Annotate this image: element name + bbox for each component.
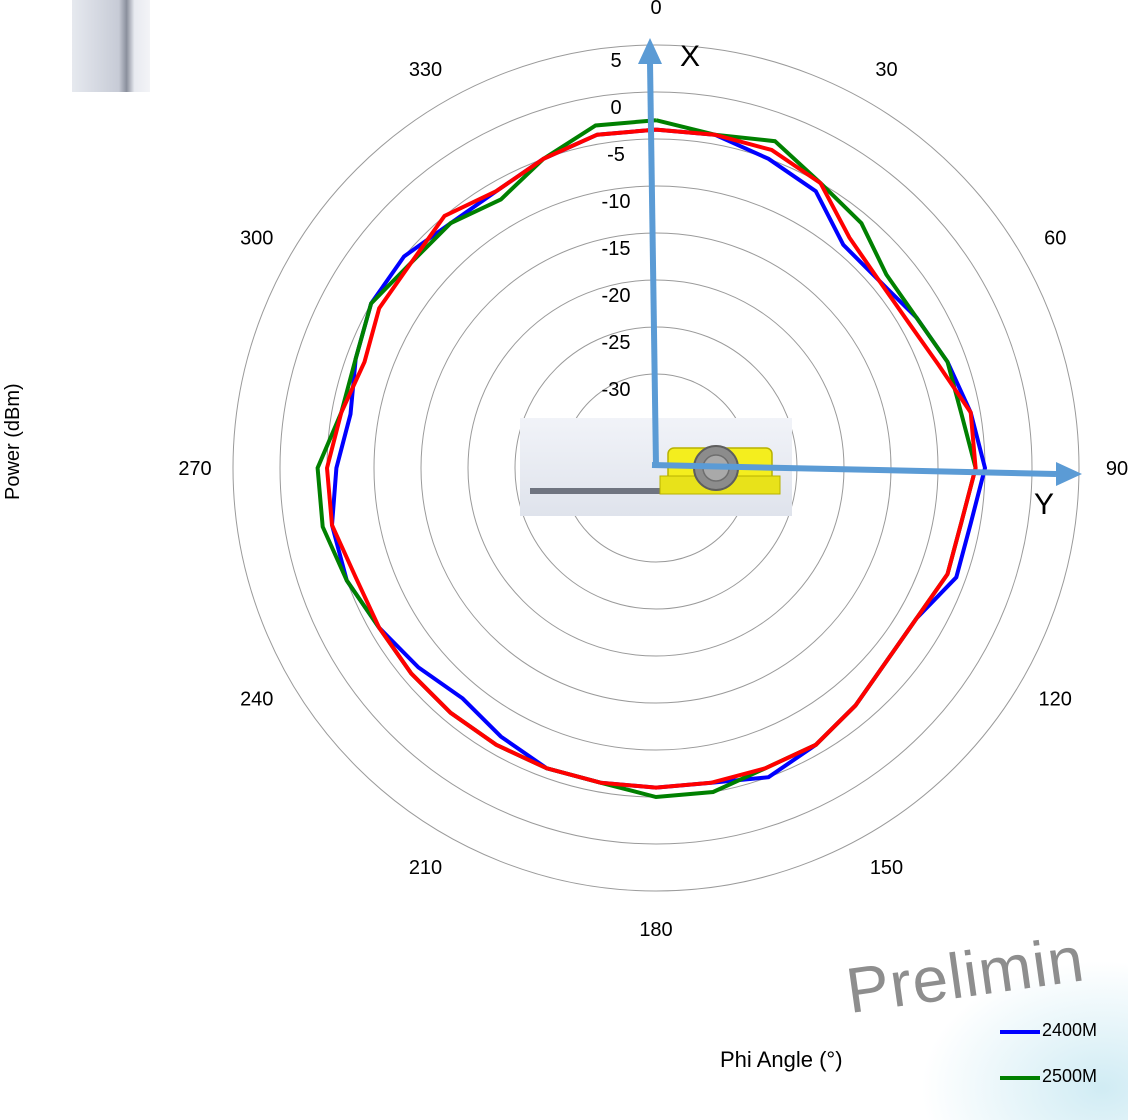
legend-item: 2400M [1000, 1020, 1128, 1042]
legend: 2400M 2500M [1000, 1020, 1128, 1090]
axis-arrows-overlay [638, 38, 1082, 486]
angle-tick-label: 180 [639, 919, 672, 941]
angle-tick-label: 90 [1106, 458, 1128, 480]
angle-tick-label: 0 [650, 0, 661, 19]
angle-tick-label: 270 [178, 458, 211, 480]
arrow-y-head [1056, 462, 1082, 486]
radial-tick-label: -10 [602, 191, 631, 213]
series-line [324, 127, 978, 790]
legend-swatch [1000, 1076, 1040, 1080]
arrow-x-head [638, 38, 662, 64]
x-axis-label: Phi Angle (°) [720, 1047, 843, 1072]
angle-tick-label: 60 [1044, 228, 1066, 250]
y-axis-label: Power (dBm) [2, 383, 24, 500]
series-line [315, 118, 978, 800]
arrow-y-shaft [651, 462, 1057, 477]
legend-swatch [1000, 1030, 1040, 1034]
angle-tick-label: 30 [875, 59, 897, 81]
arrow-x-label: X [680, 40, 701, 73]
legend-item: 2500M [1000, 1066, 1128, 1088]
angle-tick-label: 240 [240, 689, 273, 711]
radial-tick-label: 5 [610, 50, 621, 72]
angle-tick-label: 210 [409, 857, 442, 879]
legend-label: 2400M [1042, 1020, 1098, 1040]
arrow-x-shaft [647, 61, 659, 467]
radial-tick-label: -15 [602, 238, 631, 260]
angle-tick-label: 120 [1039, 689, 1072, 711]
radial-tick-label: -20 [602, 285, 631, 307]
angle-tick-label: 300 [240, 228, 273, 250]
radial-tick-label: -30 [602, 379, 631, 401]
legend-label: 2500M [1042, 1066, 1098, 1086]
radial-tick-label: -25 [602, 332, 631, 354]
grid-ring [373, 185, 939, 751]
angle-tick-label: 150 [870, 857, 903, 879]
radial-tick-label: -5 [607, 144, 625, 166]
radial-tick-label: 0 [610, 97, 621, 119]
arrow-y-label: Y [1034, 488, 1055, 521]
corner-decoration [72, 0, 150, 92]
grid-ring [279, 91, 1033, 845]
grid-ring [232, 44, 1080, 892]
angle-tick-label: 330 [409, 59, 442, 81]
